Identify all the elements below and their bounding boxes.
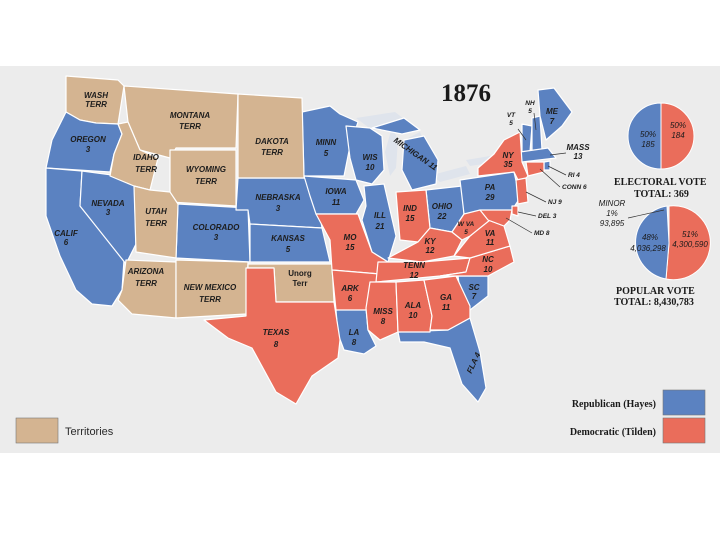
popular-minor-votes: 93,895 xyxy=(600,219,625,228)
territories xyxy=(109,85,335,319)
popular-minor-label: MINOR xyxy=(599,199,626,208)
popular-pie-rep xyxy=(635,205,670,280)
label-miss: MISS 8 xyxy=(373,307,393,326)
popular-pie-dem xyxy=(665,205,711,281)
legend-territories-swatch xyxy=(15,417,59,444)
popular-rep-votes: 4,036,298 xyxy=(630,244,666,253)
democratic-states xyxy=(203,131,545,405)
territory-wyoming[interactable] xyxy=(169,149,237,207)
label-kansas: KANSAS 5 xyxy=(271,234,305,254)
label-ny: NY 35 xyxy=(502,151,514,169)
label-new-mexico: NEW MEXICO TERR xyxy=(184,283,237,304)
popular-minor-pct: 1% xyxy=(606,209,618,218)
label-sc: SC 7 xyxy=(468,283,479,301)
legend-republican-swatch xyxy=(662,389,706,416)
label-mo: MO 15 xyxy=(344,233,358,252)
label-md: MD 8 xyxy=(534,230,550,237)
label-minn: MINN 5 xyxy=(316,138,337,158)
electoral-dem-pct: 50% xyxy=(670,121,686,130)
label-ill: ILL 21 xyxy=(374,211,386,231)
electoral-rep-votes: 185 xyxy=(641,140,655,149)
electoral-dem-votes: 184 xyxy=(671,131,685,140)
electoral-vote-pie: 50% 185 50% 184 ELECTORAL VOTE TOTAL: 36… xyxy=(614,102,707,200)
state-ny[interactable] xyxy=(477,131,529,185)
label-la: LA 8 xyxy=(349,328,360,347)
electoral-pie-dem xyxy=(660,102,695,170)
label-ga: GA 11 xyxy=(440,293,452,312)
popular-total: TOTAL: 8,430,783 xyxy=(614,297,694,308)
label-w-va: W VA 5 xyxy=(458,221,475,236)
label-vt: VT 5 xyxy=(507,112,516,127)
label-wyoming: WYOMING TERR xyxy=(186,165,226,186)
label-ri: RI 4 xyxy=(568,172,580,179)
label-mass: MASS 13 xyxy=(566,143,590,161)
label-unorg: Unorg Terr xyxy=(288,269,312,288)
popular-dem-pct: 51% xyxy=(682,230,698,239)
state-nj[interactable] xyxy=(515,177,529,205)
state-kansas[interactable] xyxy=(249,223,331,263)
label-del: DEL 3 xyxy=(538,213,557,220)
label-oregon: OREGON 3 xyxy=(70,135,106,154)
state-conn[interactable] xyxy=(525,161,545,177)
label-calif: CALIF 6 xyxy=(54,229,79,247)
popular-vote-pie: MINOR 1% 93,895 48% 4,036,298 51% 4,300,… xyxy=(599,199,711,308)
label-ark: ARK 6 xyxy=(340,284,360,303)
state-nc[interactable] xyxy=(439,245,515,277)
label-idaho: IDAHO TERR xyxy=(133,153,160,174)
legend: Republican (Hayes) Democratic (Tilden) T… xyxy=(15,389,706,444)
territory-dakota[interactable] xyxy=(237,93,305,179)
label-me: ME 7 xyxy=(546,107,559,126)
state-me[interactable] xyxy=(537,87,573,141)
label-tenn: TENN 12 xyxy=(403,261,425,280)
state-wis[interactable] xyxy=(345,125,385,185)
popular-caption: POPULAR VOTE xyxy=(616,286,695,297)
legend-democratic-label: Democratic (Tilden) xyxy=(570,427,656,438)
republican-states xyxy=(45,75,573,403)
label-va: VA 11 xyxy=(485,229,496,247)
label-ind: IND 15 xyxy=(403,204,417,223)
label-nj: NJ 9 xyxy=(548,199,562,206)
electoral-caption: ELECTORAL VOTE xyxy=(614,177,707,188)
legend-republican-label: Republican (Hayes) xyxy=(572,399,656,410)
popular-minor-leader xyxy=(627,209,665,219)
label-wis: WIS 10 xyxy=(362,153,378,172)
label-ala: ALA 10 xyxy=(404,301,422,320)
label-texas: TEXAS 8 xyxy=(263,328,290,349)
electoral-rep-pct: 50% xyxy=(640,130,656,139)
label-arizona: ARIZONA TERR xyxy=(127,267,165,288)
state-del[interactable] xyxy=(511,205,519,217)
legend-democratic-swatch xyxy=(662,417,706,444)
state-md[interactable] xyxy=(479,209,513,227)
label-montana: MONTANA TERR xyxy=(170,111,211,131)
state-ri[interactable] xyxy=(543,160,551,171)
leader-lines xyxy=(505,112,567,234)
state-nh[interactable] xyxy=(531,115,543,153)
label-nh: NH 5 xyxy=(525,100,535,115)
label-nebraska: NEBRASKA 3 xyxy=(255,193,301,213)
label-colorado: COLORADO 3 xyxy=(193,223,240,242)
label-conn: CONN 6 xyxy=(562,184,587,191)
state-michigan[interactable] xyxy=(371,117,439,191)
label-iowa: IOWA 11 xyxy=(325,187,347,207)
legend-territories-label: Territories xyxy=(65,426,114,438)
territory-utah[interactable] xyxy=(133,185,179,259)
label-dakota: DAKOTA TERR xyxy=(255,137,289,157)
label-utah: UTAH TERR xyxy=(145,207,167,228)
label-ohio: OHIO 22 xyxy=(432,202,453,221)
map-title: 1876 xyxy=(441,80,491,107)
label-nevada: NEVADA 3 xyxy=(91,199,124,217)
popular-dem-votes: 4,300,590 xyxy=(672,240,708,249)
label-ky: KY 12 xyxy=(424,237,436,255)
label-wash: WASH TERR xyxy=(84,91,108,109)
electoral-total: TOTAL: 369 xyxy=(634,189,689,200)
popular-rep-pct: 48% xyxy=(642,233,658,242)
state-vt[interactable] xyxy=(521,123,533,153)
state-ga[interactable] xyxy=(423,275,471,331)
label-nc: NC 10 xyxy=(482,255,494,274)
state-texas[interactable] xyxy=(203,267,341,405)
electoral-pie-rep xyxy=(627,102,662,170)
label-pa: PA 29 xyxy=(485,183,496,202)
